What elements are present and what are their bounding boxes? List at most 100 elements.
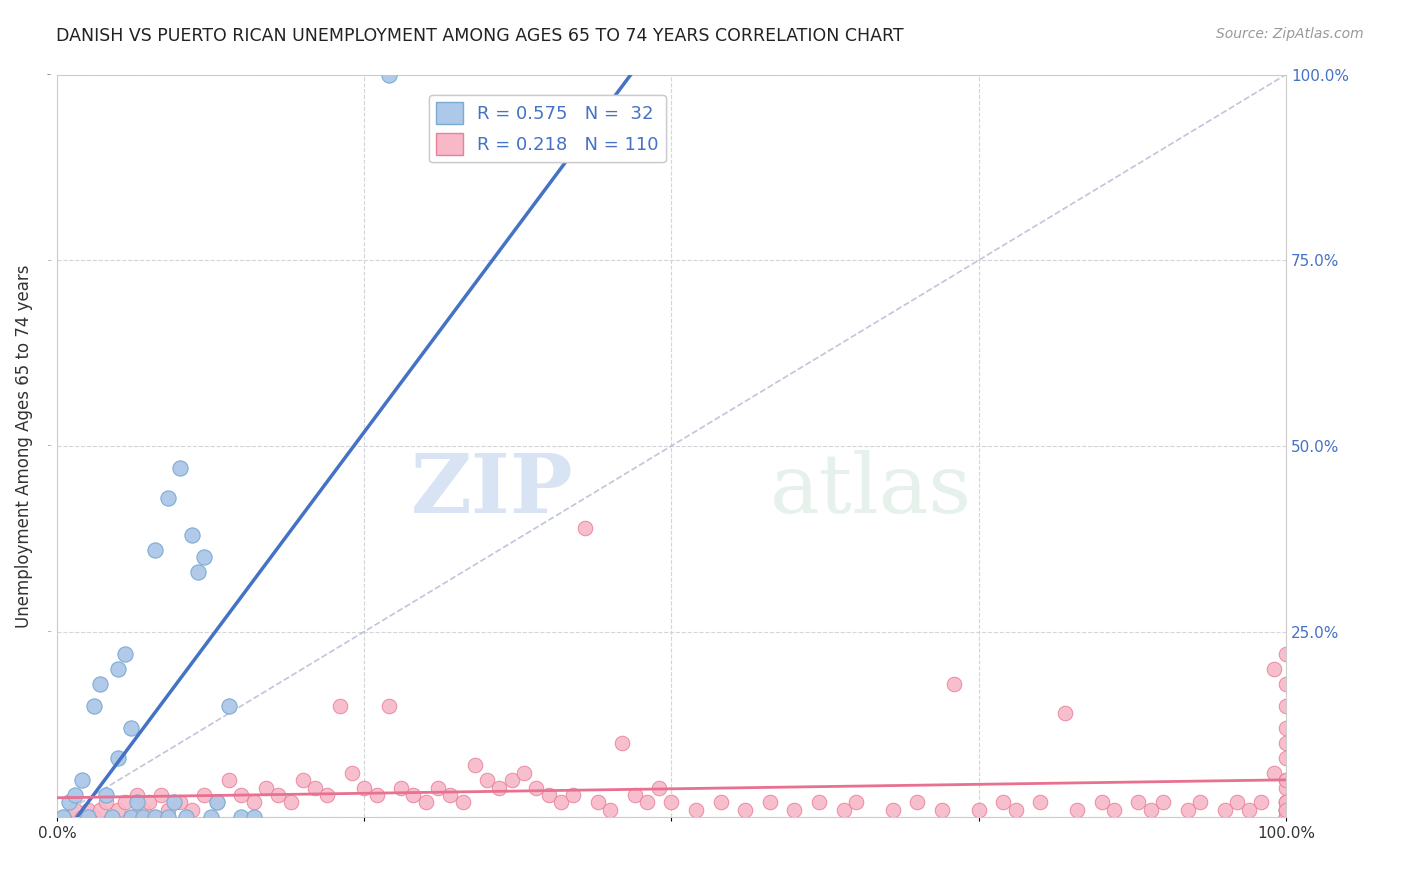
- Point: [1237, 803, 1260, 817]
- Point: [205, 796, 228, 810]
- Point: [993, 796, 1015, 810]
- Point: [475, 773, 498, 788]
- Point: [242, 796, 264, 810]
- Point: [280, 796, 302, 810]
- Point: [156, 810, 179, 824]
- Point: [451, 796, 474, 810]
- Point: [378, 698, 401, 713]
- Point: [107, 751, 129, 765]
- Point: [1275, 796, 1298, 810]
- Point: [65, 788, 87, 802]
- Point: [291, 773, 314, 788]
- Point: [1102, 803, 1125, 817]
- Text: Source: ZipAtlas.com: Source: ZipAtlas.com: [1216, 27, 1364, 41]
- Point: [156, 491, 179, 505]
- Point: [267, 788, 290, 802]
- Point: [1275, 810, 1298, 824]
- Point: [550, 796, 572, 810]
- Point: [65, 803, 87, 817]
- Point: [1275, 810, 1298, 824]
- Point: [150, 788, 173, 802]
- Point: [402, 788, 425, 802]
- Point: [156, 803, 179, 817]
- Point: [169, 461, 191, 475]
- Point: [231, 788, 253, 802]
- Point: [1275, 803, 1298, 817]
- Point: [427, 780, 450, 795]
- Point: [537, 788, 560, 802]
- Point: [464, 758, 486, 772]
- Point: [163, 796, 186, 810]
- Point: [1275, 751, 1298, 765]
- Point: [143, 810, 166, 824]
- Point: [132, 810, 155, 824]
- Point: [242, 810, 264, 824]
- Point: [107, 803, 129, 817]
- Point: [1275, 647, 1298, 661]
- Point: [329, 698, 352, 713]
- Point: [169, 796, 191, 810]
- Point: [1275, 803, 1298, 817]
- Point: [83, 698, 105, 713]
- Point: [193, 788, 215, 802]
- Text: atlas: atlas: [770, 450, 972, 531]
- Point: [89, 676, 111, 690]
- Point: [1152, 796, 1174, 810]
- Point: [120, 810, 142, 824]
- Point: [193, 550, 215, 565]
- Point: [76, 803, 98, 817]
- Point: [513, 765, 536, 780]
- Y-axis label: Unemployment Among Ages 65 to 74 years: Unemployment Among Ages 65 to 74 years: [15, 264, 32, 628]
- Point: [1177, 803, 1199, 817]
- Point: [1139, 803, 1161, 817]
- Point: [83, 810, 105, 824]
- Point: [1275, 736, 1298, 750]
- Point: [967, 803, 990, 817]
- Point: [125, 788, 148, 802]
- Point: [882, 803, 904, 817]
- Point: [89, 803, 111, 817]
- Point: [366, 788, 388, 802]
- Point: [488, 780, 510, 795]
- Point: [143, 810, 166, 824]
- Point: [1226, 796, 1249, 810]
- Point: [710, 796, 733, 810]
- Point: [389, 780, 412, 795]
- Point: [218, 698, 240, 713]
- Point: [931, 803, 953, 817]
- Point: [807, 796, 830, 810]
- Point: [943, 676, 966, 690]
- Point: [1275, 796, 1298, 810]
- Point: [1275, 698, 1298, 713]
- Point: [96, 796, 118, 810]
- Point: [1275, 803, 1298, 817]
- Point: [254, 780, 277, 795]
- Point: [353, 780, 375, 795]
- Point: [96, 788, 118, 802]
- Point: [1263, 662, 1285, 676]
- Point: [501, 773, 523, 788]
- Point: [574, 520, 596, 534]
- Point: [415, 796, 437, 810]
- Point: [1250, 796, 1272, 810]
- Point: [125, 796, 148, 810]
- Point: [1275, 803, 1298, 817]
- Point: [181, 528, 204, 542]
- Point: [661, 796, 683, 810]
- Point: [70, 773, 93, 788]
- Point: [783, 803, 806, 817]
- Point: [107, 662, 129, 676]
- Point: [1275, 810, 1298, 824]
- Point: [599, 803, 621, 817]
- Legend: R = 0.575   N =  32, R = 0.218   N = 110: R = 0.575 N = 32, R = 0.218 N = 110: [429, 95, 666, 162]
- Text: DANISH VS PUERTO RICAN UNEMPLOYMENT AMONG AGES 65 TO 74 YEARS CORRELATION CHART: DANISH VS PUERTO RICAN UNEMPLOYMENT AMON…: [56, 27, 904, 45]
- Point: [636, 796, 658, 810]
- Point: [905, 796, 928, 810]
- Point: [120, 721, 142, 735]
- Point: [340, 765, 363, 780]
- Point: [138, 796, 160, 810]
- Point: [1128, 796, 1150, 810]
- Point: [205, 796, 228, 810]
- Point: [1188, 796, 1211, 810]
- Point: [832, 803, 855, 817]
